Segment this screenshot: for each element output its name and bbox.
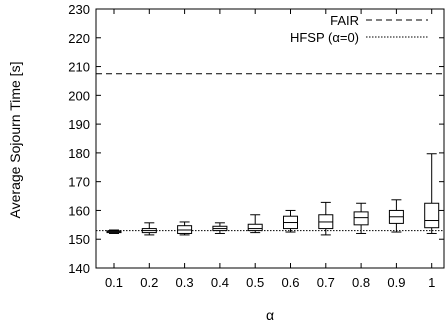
box-iqr: [247, 223, 263, 232]
x-tick-label: 0.6: [281, 275, 299, 290]
box-0.9: [388, 199, 404, 233]
y-tick-label: 200: [68, 88, 90, 103]
box-0.2: [141, 222, 157, 236]
y-tick-label: 230: [68, 2, 90, 17]
box-iqr: [353, 211, 369, 226]
legend-label: HFSP (α=0): [290, 30, 359, 45]
x-axis-label: α: [266, 307, 274, 323]
y-tick-label: 190: [68, 117, 90, 132]
x-tick-label: 0.4: [211, 275, 229, 290]
x-tick-label: 0.9: [387, 275, 405, 290]
y-tick-label: 170: [68, 175, 90, 190]
x-tick-label: 0.8: [352, 275, 370, 290]
x-axis: 0.1 0.2 0.3 0.4 0.5 0.6 0.7 0.8 0.9 1: [105, 9, 435, 290]
plot-frame: [95, 8, 445, 269]
legend: FAIR HFSP (α=0): [290, 13, 428, 45]
x-tick-label: 0.1: [105, 275, 123, 290]
y-axis-label: Average Sojourn Time [s]: [7, 62, 23, 219]
x-tick-label: 1: [428, 275, 435, 290]
box-0.7: [318, 201, 334, 236]
y-tick-label: 220: [68, 31, 90, 46]
x-tick-label: 0.2: [140, 275, 158, 290]
box-0.1: [106, 229, 122, 234]
y-tick-label: 160: [68, 203, 90, 218]
y-tick-label: 210: [68, 60, 90, 75]
y-axis: 140 150 160 170 180 190 200 210 220 230: [68, 2, 444, 276]
box-1: [424, 153, 440, 234]
box-0.8: [353, 202, 369, 234]
reference-lines: [96, 73, 444, 232]
box-series: [106, 153, 440, 236]
x-tick-label: 0.7: [317, 275, 335, 290]
y-tick-label: 140: [68, 261, 90, 276]
box-0.5: [247, 214, 263, 234]
x-tick-label: 0.3: [176, 275, 194, 290]
y-tick-label: 180: [68, 146, 90, 161]
y-tick-label: 150: [68, 232, 90, 247]
box-iqr: [424, 202, 440, 229]
box-0.4: [212, 222, 228, 234]
legend-label: FAIR: [330, 13, 359, 28]
box-0.6: [283, 209, 298, 233]
x-tick-label: 0.5: [246, 275, 264, 290]
box-0.3: [177, 221, 193, 236]
